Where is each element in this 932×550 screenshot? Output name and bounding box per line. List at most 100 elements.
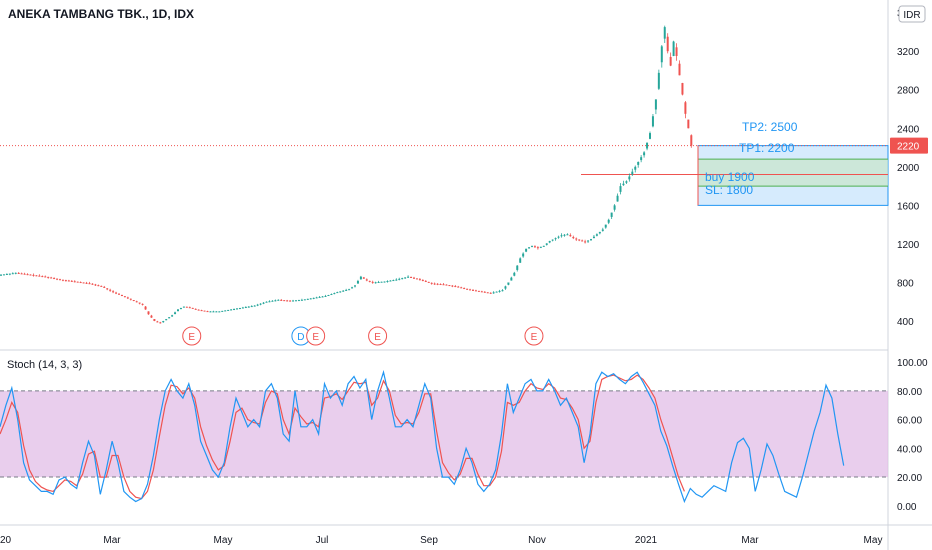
candle-body: [421, 279, 424, 281]
candle-body: [200, 310, 203, 312]
trade-zone-inner-band: [698, 159, 888, 187]
candle-body: [289, 300, 292, 302]
candle-body: [545, 243, 548, 245]
candle-body: [168, 317, 171, 319]
candle-body: [162, 321, 165, 323]
candle-body: [259, 303, 262, 305]
currency-button[interactable]: IDR: [898, 5, 926, 23]
candle-body: [616, 195, 619, 202]
candle-body: [533, 246, 536, 248]
candle-body: [324, 295, 327, 297]
currency-label: IDR: [903, 10, 920, 21]
candle-body: [230, 309, 233, 311]
candle-body: [165, 319, 168, 321]
candle-body: [100, 285, 103, 287]
event-marker-label: E: [312, 332, 319, 343]
time-tick-label: Nov: [528, 535, 546, 546]
tp1-label[interactable]: TP1: 2200: [739, 141, 795, 155]
candle-body: [528, 247, 531, 249]
candle-body: [386, 281, 389, 283]
candle-body: [177, 309, 179, 312]
candle-body: [566, 234, 569, 236]
event-marker[interactable]: [368, 326, 388, 346]
candle-body: [29, 274, 32, 276]
time-tick-label: Mar: [741, 535, 759, 546]
candle-body: [631, 171, 634, 175]
candle-body: [159, 322, 162, 324]
stoch-tick-label: 60.00: [897, 416, 922, 427]
candle-body: [115, 292, 118, 294]
candle-body: [153, 318, 156, 322]
candle-body: [82, 282, 85, 284]
event-marker-label: E: [374, 332, 381, 343]
candle-body: [354, 285, 356, 287]
buy-label[interactable]: buy 1900: [705, 170, 755, 184]
candle-body: [44, 276, 47, 278]
candle-body: [112, 291, 115, 293]
candle-body: [256, 304, 259, 306]
candle-body: [389, 280, 392, 282]
candle-body: [300, 299, 303, 301]
candle-body: [433, 283, 436, 285]
candle-body: [563, 234, 566, 236]
event-marker[interactable]: [524, 326, 544, 346]
candle-body: [345, 289, 348, 291]
candle-body: [309, 298, 312, 300]
candle-body: [640, 157, 643, 161]
candle-body: [26, 274, 29, 276]
candle-body: [489, 292, 492, 294]
candle-body: [587, 240, 590, 242]
candle-body: [675, 47, 678, 57]
candle-body: [651, 116, 654, 127]
candle-body: [76, 281, 79, 283]
candle-body: [53, 278, 56, 280]
candle-body: [590, 239, 592, 241]
event-marker[interactable]: [182, 326, 202, 346]
candle-body: [2, 274, 5, 276]
candle-body: [480, 291, 483, 293]
stoch-tick-label: 0.00: [897, 502, 917, 513]
candle-body: [687, 119, 690, 129]
candle-body: [584, 241, 587, 243]
candle-body: [283, 300, 286, 302]
candle-body: [634, 166, 637, 170]
tp2-label[interactable]: TP2: 2500: [742, 120, 798, 134]
candle-body: [436, 283, 439, 285]
candle-body: [38, 275, 41, 277]
sl-label[interactable]: SL: 1800: [705, 183, 753, 197]
event-marker-label: D: [297, 332, 304, 343]
candle-body: [253, 305, 256, 307]
candle-body: [241, 307, 244, 309]
candle-body: [554, 238, 557, 240]
stoch-tick-label: 100.00: [897, 358, 928, 369]
candle-body: [268, 301, 271, 303]
candle-body: [539, 246, 542, 248]
candle-body: [20, 273, 23, 275]
candle-body: [368, 280, 371, 282]
stoch-axis-ticks: 0.00 20.00 40.00 60.00 80.00 100.00: [897, 358, 928, 513]
candle-body: [265, 301, 268, 303]
candle-body: [120, 294, 123, 296]
candle-body: [415, 278, 418, 280]
candle-body: [607, 219, 610, 223]
candle-body: [604, 224, 607, 228]
candle-body: [156, 321, 159, 323]
candle-body: [430, 282, 433, 284]
event-marker[interactable]: [306, 326, 326, 346]
candle-body: [560, 235, 563, 237]
stoch-title: Stoch (14, 3, 3): [7, 359, 82, 371]
candle-body: [280, 299, 283, 301]
candle-body: [138, 302, 141, 304]
candle-body: [519, 258, 522, 263]
candle-body: [73, 281, 76, 283]
candle-body: [483, 291, 486, 293]
candle-body: [32, 274, 35, 276]
candle-body: [572, 236, 575, 239]
candle-body: [522, 253, 525, 257]
candle-body: [144, 306, 147, 310]
candle-body: [380, 281, 383, 283]
candle-body: [5, 273, 8, 275]
candle-body: [466, 288, 469, 290]
candle-body: [536, 247, 539, 249]
